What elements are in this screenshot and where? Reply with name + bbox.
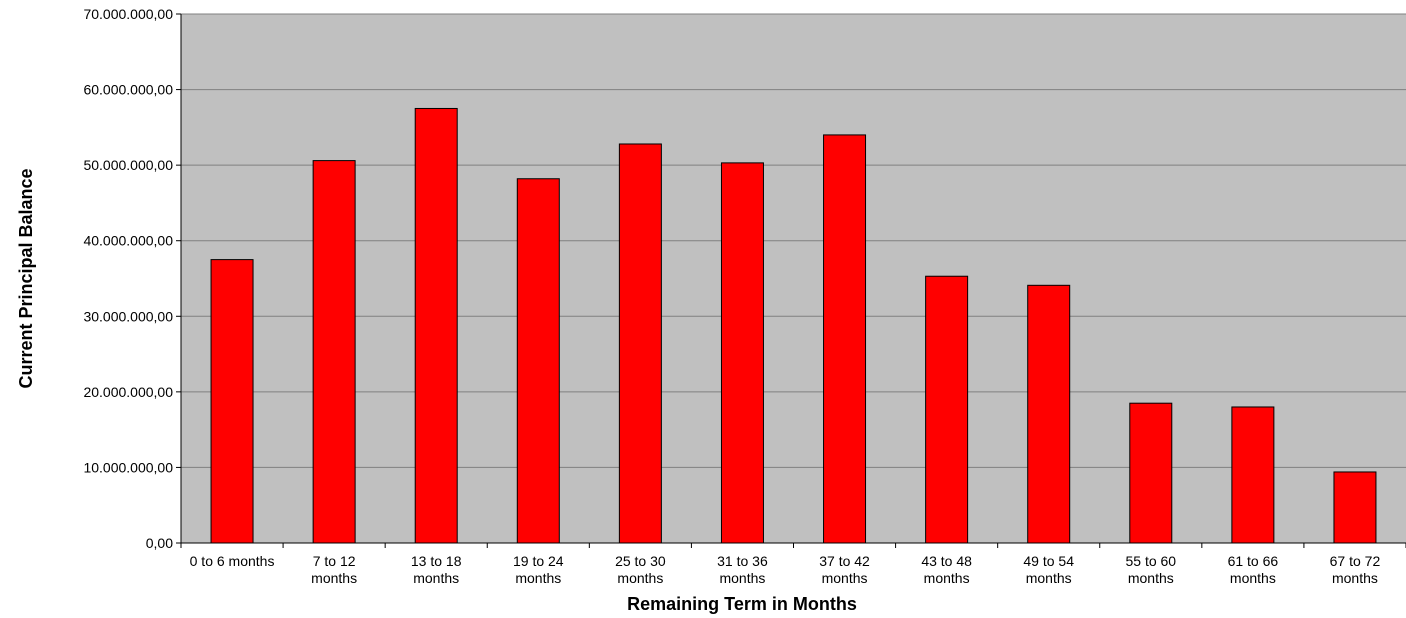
x-tick-label: 43 to 48 months (921, 553, 972, 586)
x-tick-label: 49 to 54 months (1023, 553, 1074, 586)
y-tick-label: 60.000.000,00 (83, 82, 173, 98)
plot-area (181, 14, 1406, 543)
bar (925, 275, 969, 544)
x-tick-label: 31 to 36 months (717, 553, 768, 586)
bar (823, 134, 867, 544)
bar (720, 162, 764, 544)
x-tick-label: 7 to 12 months (311, 553, 357, 586)
gridlines (181, 13, 1406, 468)
x-tick-label: 13 to 18 months (411, 553, 462, 586)
y-axis-title: Current Principal Balance (16, 168, 36, 388)
y-tick-label: 0,00 (146, 535, 173, 551)
y-tick-label: 30.000.000,00 (83, 308, 173, 324)
bar (1231, 406, 1275, 544)
bar (618, 143, 662, 544)
bar (210, 259, 254, 544)
x-axis-title: Remaining Term in Months (627, 594, 857, 614)
y-tick-label: 50.000.000,00 (83, 157, 173, 173)
y-tick-label: 70.000.000,00 (83, 6, 173, 22)
bar (312, 160, 356, 544)
x-tick-label: 19 to 24 months (513, 553, 564, 586)
x-tick-label: 0 to 6 months (190, 553, 275, 569)
y-tick-label: 10.000.000,00 (83, 459, 173, 475)
bars (210, 107, 1377, 544)
y-tick-label: 20.000.000,00 (83, 384, 173, 400)
x-tick-label: 55 to 60 months (1125, 553, 1176, 586)
bar (1333, 471, 1377, 544)
x-tick-labels: 0 to 6 months 7 to 12 months 13 to 18 months… (180, 543, 1406, 586)
bar (1027, 284, 1071, 544)
bar (414, 107, 458, 544)
bar (1129, 402, 1173, 544)
bar (516, 178, 560, 544)
x-tick-label: 37 to 42 months (819, 553, 870, 586)
x-tick-label: 61 to 66 months (1228, 553, 1279, 586)
x-tick-label: 25 to 30 months (615, 553, 666, 586)
x-tick-label: 67 to 72 months (1330, 553, 1381, 586)
y-tick-label: 40.000.000,00 (83, 233, 173, 249)
y-tick-labels: 0,00 10.000.000,00 20.000.000,00 30.000.000… (83, 6, 181, 551)
